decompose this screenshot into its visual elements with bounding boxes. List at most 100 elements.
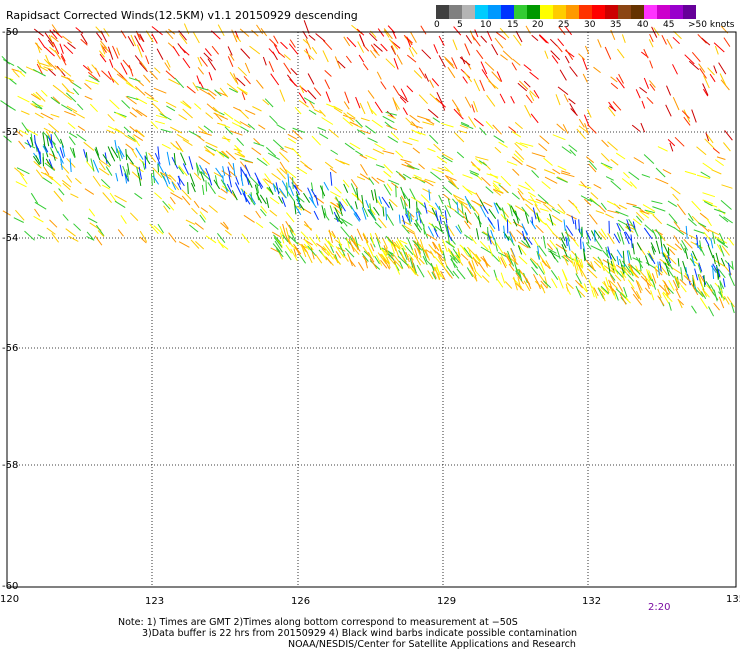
- wind-barb: [190, 182, 196, 193]
- wind-barb: [600, 202, 607, 211]
- wind-barb: [662, 291, 673, 303]
- wind-barb: [354, 236, 360, 250]
- wind-barb: [579, 267, 588, 280]
- wind-barb: [475, 156, 489, 161]
- wind-barb: [692, 275, 696, 287]
- wind-barb: [365, 154, 377, 161]
- wind-barb: [512, 34, 522, 46]
- wind-barb: [231, 122, 241, 128]
- wind-barb: [145, 151, 149, 161]
- wind-barb: [292, 177, 294, 189]
- wind-barb: [568, 144, 578, 152]
- wind-barb: [271, 231, 281, 238]
- wind-barb: [640, 275, 652, 287]
- wind-barb: [428, 189, 431, 201]
- wind-barb: [321, 117, 334, 125]
- wind-barb: [369, 203, 372, 213]
- wind-barb: [301, 245, 307, 258]
- wind-barb: [170, 192, 183, 200]
- wind-barb: [711, 169, 722, 175]
- wind-barb: [260, 205, 268, 214]
- wind-barb: [215, 167, 224, 179]
- wind-barb: [544, 276, 549, 288]
- wind-barb: [535, 198, 547, 204]
- wind-barb: [439, 215, 442, 224]
- wind-barb: [305, 38, 312, 50]
- wind-barb: [388, 179, 400, 185]
- lat-label: -52: [2, 127, 19, 138]
- wind-barb: [647, 250, 654, 260]
- wind-barb: [134, 35, 141, 46]
- wind-barb: [367, 137, 378, 144]
- wind-barb: [475, 253, 481, 262]
- wind-barb: [638, 269, 648, 281]
- wind-barb: [639, 211, 650, 219]
- wind-barb: [647, 252, 654, 262]
- wind-barb: [485, 186, 494, 194]
- wind-barb: [690, 283, 699, 296]
- wind-barb: [635, 256, 644, 269]
- wind-barb: [368, 177, 375, 185]
- wind-barb: [533, 273, 538, 283]
- wind-barb: [217, 24, 225, 37]
- wind-barb: [702, 88, 709, 97]
- wind-barb: [491, 71, 502, 82]
- wind-barb: [651, 278, 657, 290]
- wind-barb: [610, 82, 619, 90]
- wind-barb: [518, 184, 530, 191]
- wind-barb: [232, 163, 236, 177]
- wind-barb: [293, 243, 302, 255]
- wind-barb: [386, 256, 391, 269]
- wind-barb: [46, 135, 50, 147]
- wind-barb: [77, 103, 84, 111]
- wind-barb: [98, 167, 110, 176]
- wind-barb: [260, 208, 267, 217]
- wind-barb: [369, 258, 378, 270]
- wind-barb: [433, 143, 442, 152]
- wind-barb: [285, 169, 297, 179]
- wind-barb: [135, 97, 148, 105]
- wind-barb: [227, 166, 231, 176]
- wind-barb: [500, 254, 508, 267]
- wind-barb: [724, 260, 734, 270]
- wind-barb: [313, 210, 319, 221]
- wind-barb: [31, 100, 43, 109]
- colorbar-segment: [553, 5, 566, 19]
- wind-barb: [347, 252, 353, 267]
- wind-barb: [418, 215, 425, 227]
- wind-barb: [670, 186, 681, 195]
- wind-barb: [70, 193, 79, 199]
- wind-barb: [447, 198, 452, 209]
- wind-barb: [499, 27, 510, 39]
- wind-barb: [497, 256, 502, 265]
- wind-barb: [64, 110, 76, 117]
- wind-barb: [431, 78, 440, 87]
- wind-barb: [240, 48, 251, 59]
- wind-barb: [556, 45, 563, 53]
- wind-barb: [105, 166, 113, 176]
- wind-barb: [642, 204, 656, 213]
- wind-barb: [662, 251, 669, 259]
- wind-barb: [607, 233, 615, 245]
- wind-barb: [235, 176, 240, 185]
- colorbar-segment: [618, 5, 631, 19]
- wind-barb: [655, 177, 669, 185]
- wind-barb: [338, 243, 346, 257]
- wind-barb: [643, 154, 655, 164]
- wind-barb: [509, 230, 517, 242]
- wind-barb: [114, 194, 127, 203]
- wind-barb: [354, 201, 358, 210]
- wind-barb: [289, 39, 296, 48]
- wind-barb: [231, 190, 238, 201]
- colorbar-segment: [540, 5, 553, 19]
- lon-label: 126: [291, 596, 311, 607]
- wind-barb: [53, 190, 64, 202]
- wind-barb: [659, 261, 662, 272]
- wind-barb: [319, 133, 329, 140]
- wind-barb: [181, 195, 191, 206]
- wind-barb: [569, 66, 578, 77]
- wind-barb: [404, 244, 414, 256]
- wind-barb: [301, 243, 309, 254]
- wind-barb: [632, 205, 641, 209]
- wind-barb: [604, 46, 612, 60]
